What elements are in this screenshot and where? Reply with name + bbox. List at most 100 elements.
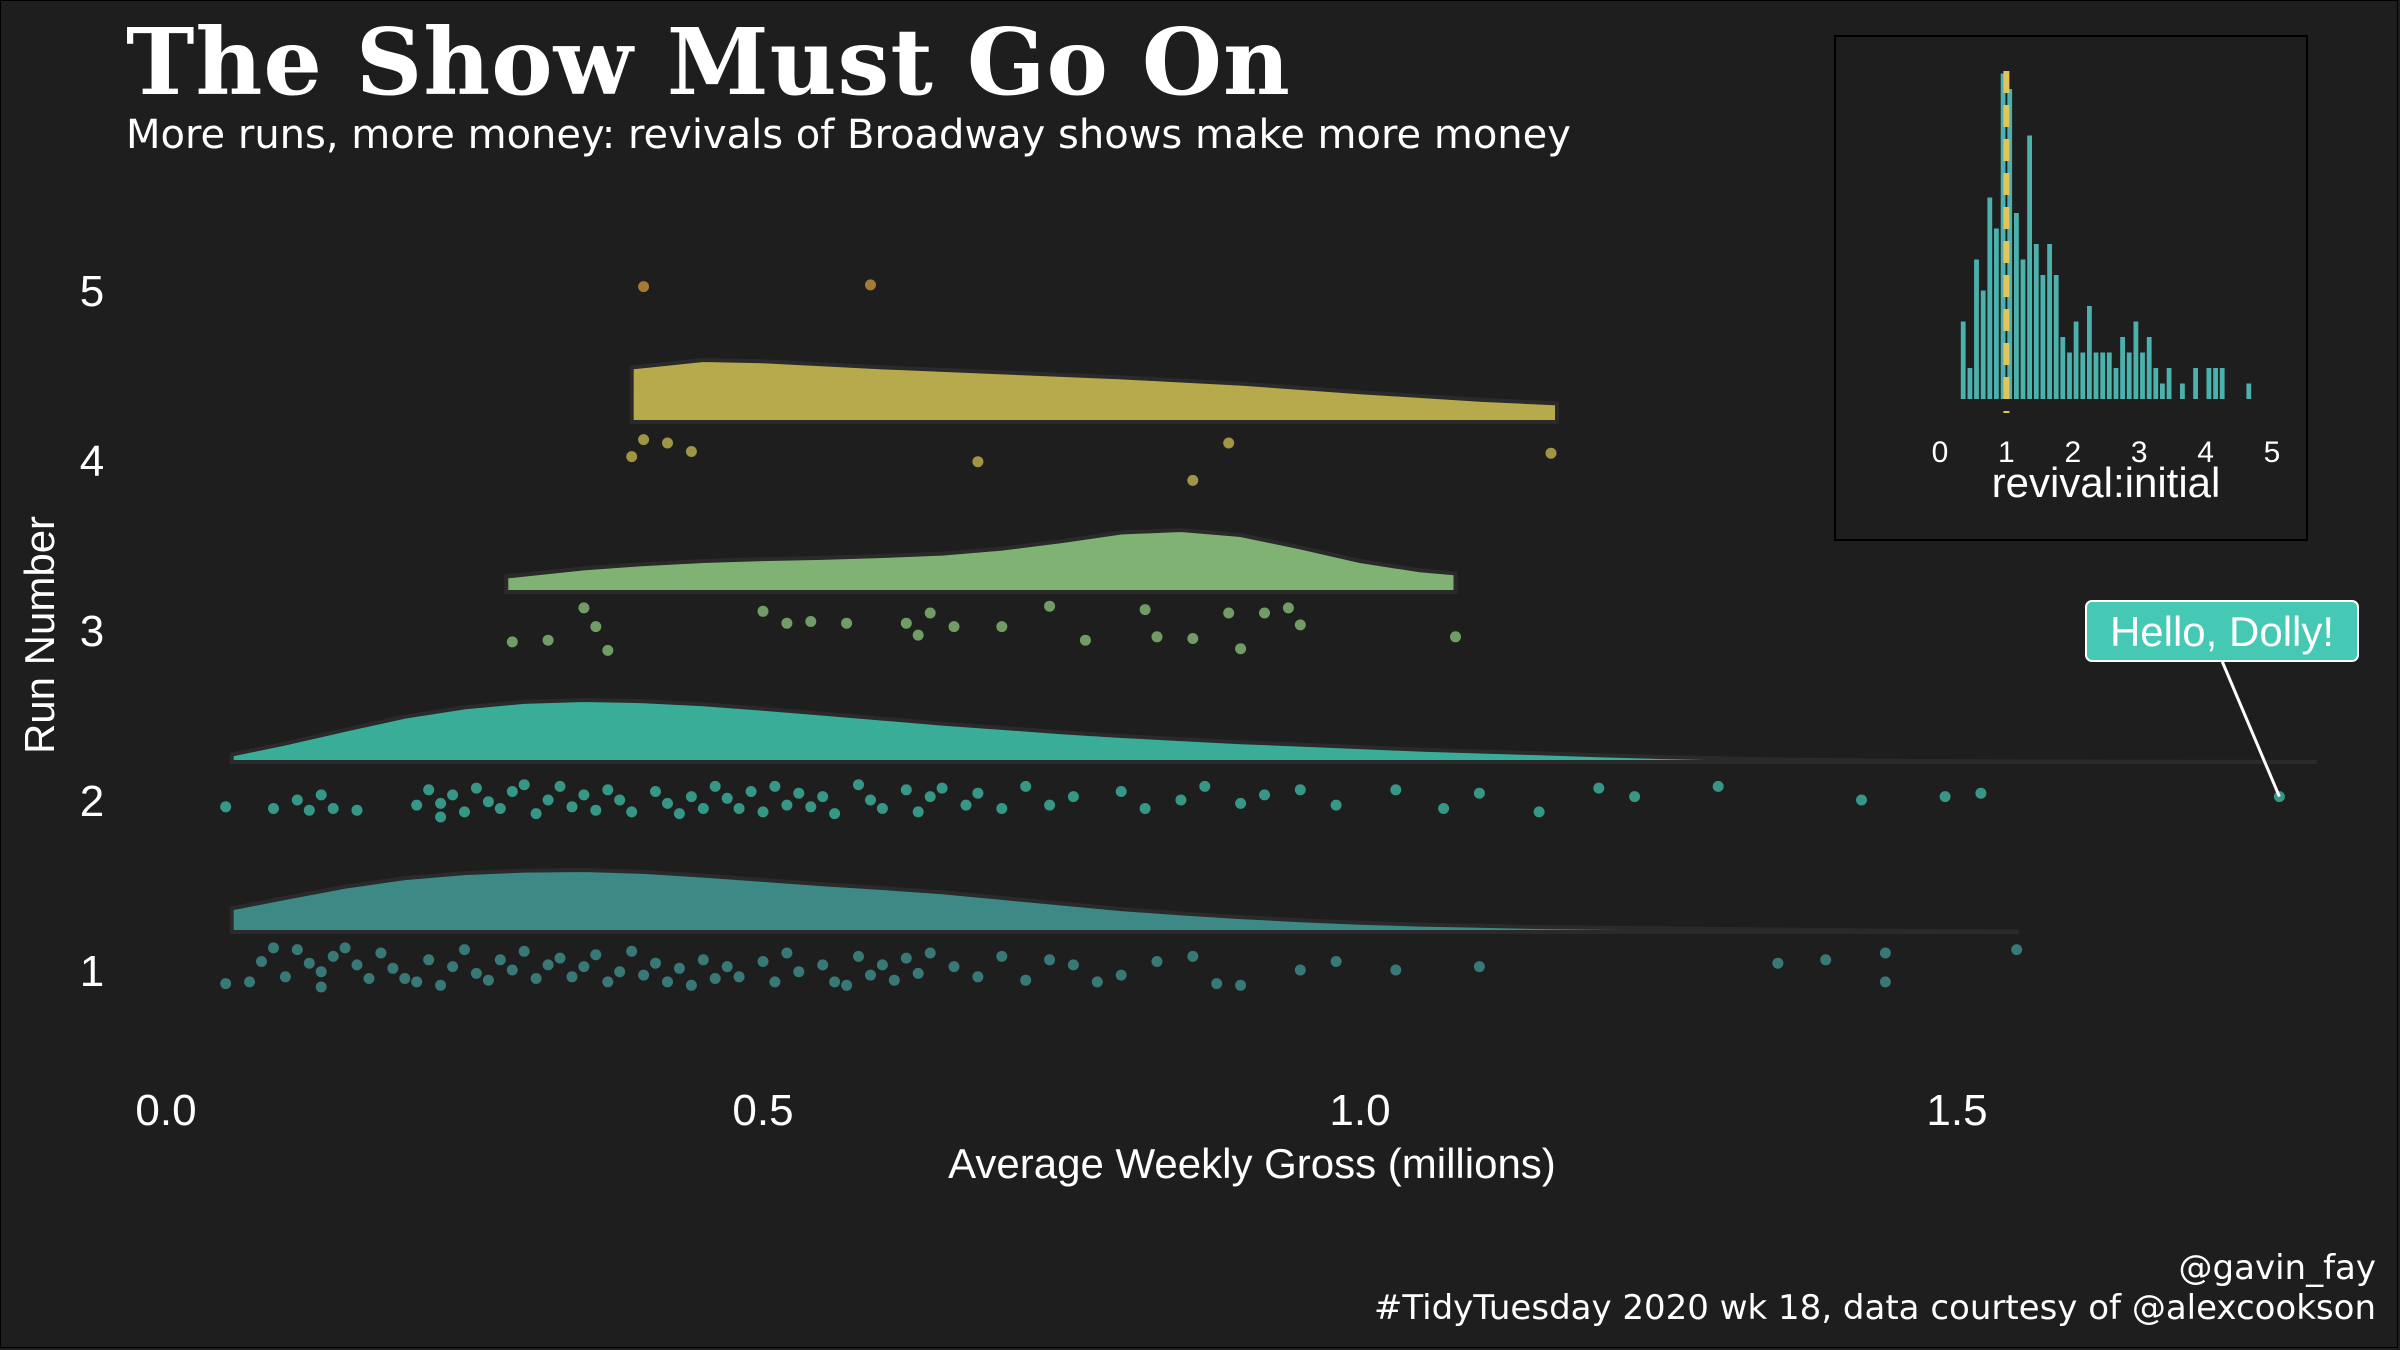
data-point-run-1 bbox=[1091, 976, 1103, 988]
data-point-run-1 bbox=[506, 964, 518, 976]
histogram-bar bbox=[2047, 244, 2052, 399]
data-point-run-2 bbox=[411, 799, 423, 811]
data-point-run-2 bbox=[1139, 803, 1151, 814]
data-point-run-4 bbox=[1545, 447, 1557, 459]
data-point-run-3 bbox=[948, 621, 960, 633]
data-point-run-1 bbox=[793, 966, 805, 978]
y-tick-label: 5 bbox=[80, 267, 104, 316]
histogram-bar bbox=[2153, 368, 2159, 399]
data-point-run-1 bbox=[1067, 959, 1079, 971]
data-point-run-1 bbox=[1820, 954, 1832, 966]
histogram-bar bbox=[2166, 368, 2172, 399]
data-point-run-2 bbox=[518, 779, 530, 791]
data-point-run-1 bbox=[494, 954, 506, 966]
histogram-bar bbox=[2087, 306, 2092, 399]
histogram-bar bbox=[2067, 352, 2072, 399]
data-point-run-2 bbox=[291, 794, 303, 806]
data-point-run-1 bbox=[279, 971, 291, 983]
y-tick-label: 2 bbox=[80, 777, 104, 826]
data-point-run-1 bbox=[948, 961, 960, 973]
data-point-run-1 bbox=[542, 959, 554, 971]
data-point-run-2 bbox=[793, 787, 805, 799]
histogram-bar bbox=[2180, 383, 2185, 399]
data-point-run-2 bbox=[805, 801, 817, 813]
data-point-run-2 bbox=[315, 789, 327, 801]
data-point-run-2 bbox=[1438, 803, 1450, 814]
data-point-run-1 bbox=[566, 971, 578, 983]
data-point-run-1 bbox=[1235, 979, 1247, 991]
data-point-run-2 bbox=[924, 791, 936, 803]
histogram-bar bbox=[2146, 337, 2152, 399]
histogram-bar bbox=[2193, 368, 2198, 399]
data-point-run-2 bbox=[435, 797, 447, 809]
inset-x-tick-label: 4 bbox=[2197, 436, 2214, 469]
inset-x-tick-label: 1 bbox=[1998, 436, 2015, 469]
data-point-run-2 bbox=[351, 804, 363, 816]
author-caption: @gavin_fay bbox=[2178, 1248, 2376, 1288]
data-point-run-1 bbox=[554, 952, 566, 964]
data-point-run-1 bbox=[220, 978, 232, 990]
data-point-run-1 bbox=[626, 945, 638, 957]
data-point-run-1 bbox=[339, 942, 351, 954]
histogram-bar bbox=[2140, 352, 2145, 399]
data-point-run-3 bbox=[590, 621, 602, 633]
data-point-run-1 bbox=[865, 969, 876, 981]
histogram-bar bbox=[2093, 352, 2099, 399]
data-point-run-2 bbox=[817, 791, 829, 803]
data-point-run-2 bbox=[1115, 786, 1127, 797]
data-point-run-1 bbox=[912, 967, 924, 979]
y-axis-label: Run Number bbox=[16, 516, 63, 754]
data-point-run-2 bbox=[721, 792, 733, 804]
data-point-run-1 bbox=[1330, 956, 1342, 967]
callout-leader-line bbox=[2220, 660, 2281, 798]
data-point-run-2 bbox=[1259, 789, 1270, 801]
data-point-run-2 bbox=[459, 806, 470, 818]
data-point-run-4 bbox=[1187, 474, 1199, 486]
data-point-run-1 bbox=[327, 950, 339, 962]
data-point-run-2 bbox=[745, 786, 757, 797]
data-point-run-4 bbox=[972, 456, 984, 468]
data-point-run-1 bbox=[709, 973, 721, 984]
data-point-run-3 bbox=[841, 617, 853, 629]
data-point-run-2 bbox=[1067, 791, 1079, 803]
data-point-run-2 bbox=[578, 789, 590, 801]
data-point-run-2 bbox=[876, 803, 888, 814]
histogram-bar bbox=[1994, 228, 1999, 399]
histogram-bar bbox=[2126, 352, 2132, 399]
data-point-run-1 bbox=[399, 973, 411, 984]
data-point-run-1 bbox=[697, 954, 709, 966]
histogram-bars bbox=[1960, 73, 2252, 399]
density-cloud-run-1 bbox=[229, 867, 2019, 934]
data-point-run-3 bbox=[1223, 607, 1235, 619]
histogram-bar bbox=[2133, 321, 2139, 399]
histogram-bar bbox=[2160, 383, 2165, 399]
data-point-run-2 bbox=[709, 780, 721, 792]
data-point-run-3 bbox=[912, 629, 924, 641]
data-point-run-2 bbox=[626, 806, 638, 818]
data-point-run-1 bbox=[2011, 944, 2023, 956]
data-point-run-2 bbox=[1294, 784, 1306, 796]
data-point-run-2 bbox=[900, 784, 912, 796]
data-point-run-1 bbox=[291, 944, 303, 956]
inset-border bbox=[1834, 35, 2308, 541]
data-point-run-1 bbox=[673, 962, 685, 974]
data-point-run-1 bbox=[351, 959, 363, 971]
data-point-run-2 bbox=[673, 808, 685, 820]
data-point-run-3 bbox=[602, 644, 614, 656]
data-point-run-1 bbox=[829, 976, 841, 988]
inset-x-axis: 0 1 2 3 4 5 bbox=[1932, 436, 2281, 469]
data-point-run-2 bbox=[1975, 787, 1987, 799]
data-point-run-3 bbox=[542, 634, 554, 646]
data-point-run-2 bbox=[554, 780, 566, 792]
data-point-run-3 bbox=[1294, 619, 1306, 631]
data-point-run-2 bbox=[1199, 780, 1211, 792]
data-point-run-4 bbox=[1223, 437, 1235, 449]
data-point-run-1 bbox=[1473, 961, 1485, 973]
data-point-run-1 bbox=[662, 976, 673, 988]
data-point-run-3 bbox=[1079, 634, 1091, 646]
density-clouds bbox=[229, 357, 2318, 934]
data-point-run-1 bbox=[721, 961, 733, 973]
data-point-run-2 bbox=[1533, 806, 1545, 818]
y-tick-label: 3 bbox=[80, 607, 104, 656]
histogram-bar bbox=[2120, 337, 2125, 399]
